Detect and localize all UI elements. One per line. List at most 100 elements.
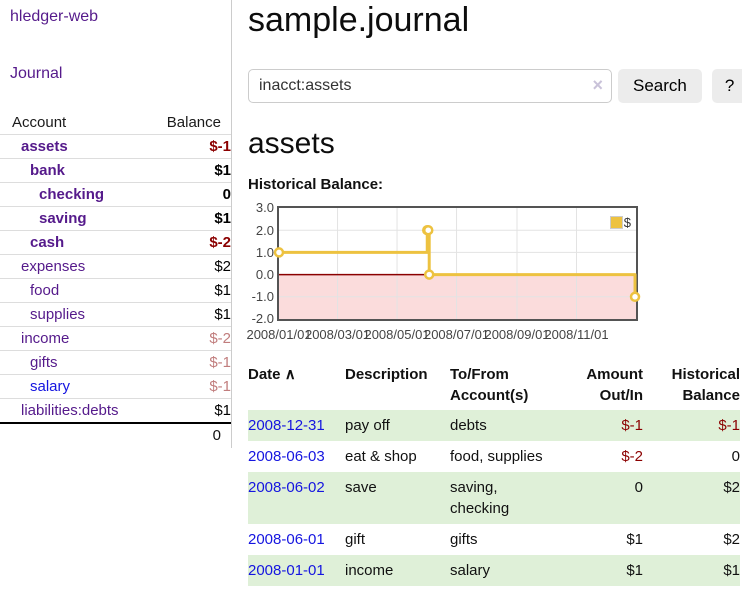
register-row: 2008-01-01 income salary $1 $1 (248, 554, 740, 586)
register-row: 2008-12-31 pay off debts $-1 $-1 (248, 409, 740, 441)
sidebar: hledger-web Journal Account Balance asse… (0, 0, 232, 448)
transaction-date-link[interactable]: 2008-01-01 (248, 561, 325, 579)
accounts-total-value: 0 (212, 427, 221, 444)
account-row: bank $1 (0, 158, 231, 183)
transaction-accounts: food, supplies (450, 447, 543, 465)
search-input[interactable] (248, 69, 612, 104)
transaction-accounts: saving, checking (450, 478, 510, 517)
sidebar-account-link[interactable]: gifts (30, 354, 58, 371)
account-balance: $-1 (209, 138, 231, 155)
register-table: Date ∧ Description To/From Account(s) Am… (248, 365, 740, 586)
accounts-header-account: Account (12, 114, 67, 131)
account-balance: $1 (214, 282, 231, 299)
account-balance: $1 (214, 306, 231, 323)
transaction-date-link[interactable]: 2008-06-01 (248, 530, 325, 548)
account-heading: assets (248, 127, 335, 161)
account-balance: $-1 (209, 354, 231, 371)
y-axis-tick-label: -2.0 (251, 311, 274, 327)
account-row: saving $1 (0, 206, 231, 231)
legend-label: $ (623, 215, 631, 231)
sidebar-account-link[interactable]: saving (39, 210, 87, 227)
sidebar-account-link[interactable]: expenses (21, 258, 86, 275)
transaction-description: income (345, 561, 394, 579)
account-row: salary $-1 (0, 374, 231, 399)
transaction-amount: $-1 (621, 416, 643, 434)
x-axis-tick-label: 2008/09/01 (484, 327, 550, 343)
register-header-description: Description (345, 366, 428, 384)
sidebar-account-link[interactable]: bank (30, 162, 66, 179)
account-row: food $1 (0, 278, 231, 303)
transaction-date-link[interactable]: 2008-06-03 (248, 447, 325, 465)
page-title: sample.journal (248, 1, 470, 39)
sidebar-account-link[interactable]: salary (30, 378, 71, 395)
transaction-amount: $1 (626, 530, 643, 548)
x-axis-tick-label: 2008/07/01 (423, 327, 490, 343)
account-row: income $-2 (0, 326, 231, 351)
account-row: liabilities:debts $1 (0, 398, 231, 424)
account-balance: $-2 (209, 330, 231, 347)
y-axis-tick-label: 2.0 (255, 222, 274, 238)
register-header-amount: Amount Out/In (586, 366, 643, 404)
search-button[interactable]: Search (618, 69, 702, 104)
sidebar-account-link[interactable]: liabilities:debts (21, 402, 119, 419)
account-row: supplies $1 (0, 302, 231, 327)
sidebar-item-journal[interactable]: Journal (10, 65, 63, 82)
x-axis-tick-label: 2008/05/01 (364, 327, 430, 343)
account-balance: 0 (222, 186, 231, 203)
account-balance: $2 (214, 258, 231, 275)
transaction-accounts: gifts (450, 530, 478, 548)
transaction-date-link[interactable]: 2008-12-31 (248, 416, 325, 434)
sidebar-account-link[interactable]: assets (21, 138, 68, 155)
account-row: checking 0 (0, 182, 231, 207)
account-balance: $-2 (209, 234, 231, 251)
transaction-balance: 0 (731, 447, 740, 465)
legend-swatch-icon (609, 216, 623, 230)
register-row: 2008-06-03 eat & shop food, supplies $-2 0 (248, 441, 740, 472)
help-button[interactable]: ? (711, 69, 742, 104)
sidebar-account-link[interactable]: cash (30, 234, 65, 251)
transaction-amount: 0 (634, 478, 643, 496)
transaction-amount: $-2 (621, 447, 643, 465)
brand-link[interactable]: hledger-web (10, 8, 99, 25)
chart-legend: $ (609, 215, 631, 231)
register-row: 2008-06-02 save saving, checking 0 $2 (248, 471, 740, 524)
transaction-date-link[interactable]: 2008-06-02 (248, 478, 325, 496)
chart-plot-area[interactable]: $ (273, 206, 641, 322)
accounts-table: Account Balance assets $-1 bank $1 checking 0… (0, 111, 231, 448)
account-balance: $1 (214, 210, 231, 227)
accounts-header-balance: Balance (166, 114, 221, 131)
register-header-accounts: To/From Account(s) (450, 366, 529, 404)
y-axis-tick-label: 0.0 (255, 266, 274, 282)
sidebar-account-link[interactable]: food (30, 282, 60, 299)
y-axis-tick-label: 3.0 (255, 200, 274, 216)
transaction-balance: $2 (723, 478, 740, 496)
historical-balance-chart: $ 3.0 2.0 1.0 0.0 -1.0 -2.0 2008/01/01 2008/03/… (246, 200, 728, 343)
account-balance: $1 (214, 402, 231, 419)
account-row: cash $-2 (0, 230, 231, 255)
register-header-balance: Historical Balance (671, 366, 740, 404)
y-axis-tick-label: 1.0 (255, 244, 274, 260)
sidebar-account-link[interactable]: income (21, 330, 70, 347)
transaction-accounts: debts (450, 416, 487, 434)
main-panel: sample.journal × Search ? assets Histori… (232, 0, 742, 596)
transaction-balance: $2 (723, 530, 740, 548)
account-balance: $1 (214, 162, 231, 179)
account-row: expenses $2 (0, 254, 231, 279)
clear-search-icon[interactable]: × (592, 75, 603, 96)
register-header-date: Date ∧ (248, 366, 296, 384)
sort-asc-icon: ∧ (284, 366, 296, 384)
transaction-description: pay off (345, 416, 390, 434)
x-axis-tick-label: 2008/11/01 (544, 327, 609, 343)
transaction-amount: $1 (626, 561, 643, 579)
account-balance: $-1 (209, 378, 231, 395)
sidebar-account-link[interactable]: supplies (30, 306, 86, 323)
search-form: × Search ? (248, 69, 742, 104)
accounts-total-row: 0 (0, 423, 231, 448)
sidebar-account-link[interactable]: checking (39, 186, 105, 203)
register-row: 2008-06-01 gift gifts $1 $2 (248, 524, 740, 555)
transaction-accounts: salary (450, 561, 491, 579)
transaction-balance: $1 (723, 561, 740, 579)
x-axis-tick-label: 2008/01/01 (246, 327, 312, 343)
y-axis-tick-label: -1.0 (251, 289, 274, 305)
